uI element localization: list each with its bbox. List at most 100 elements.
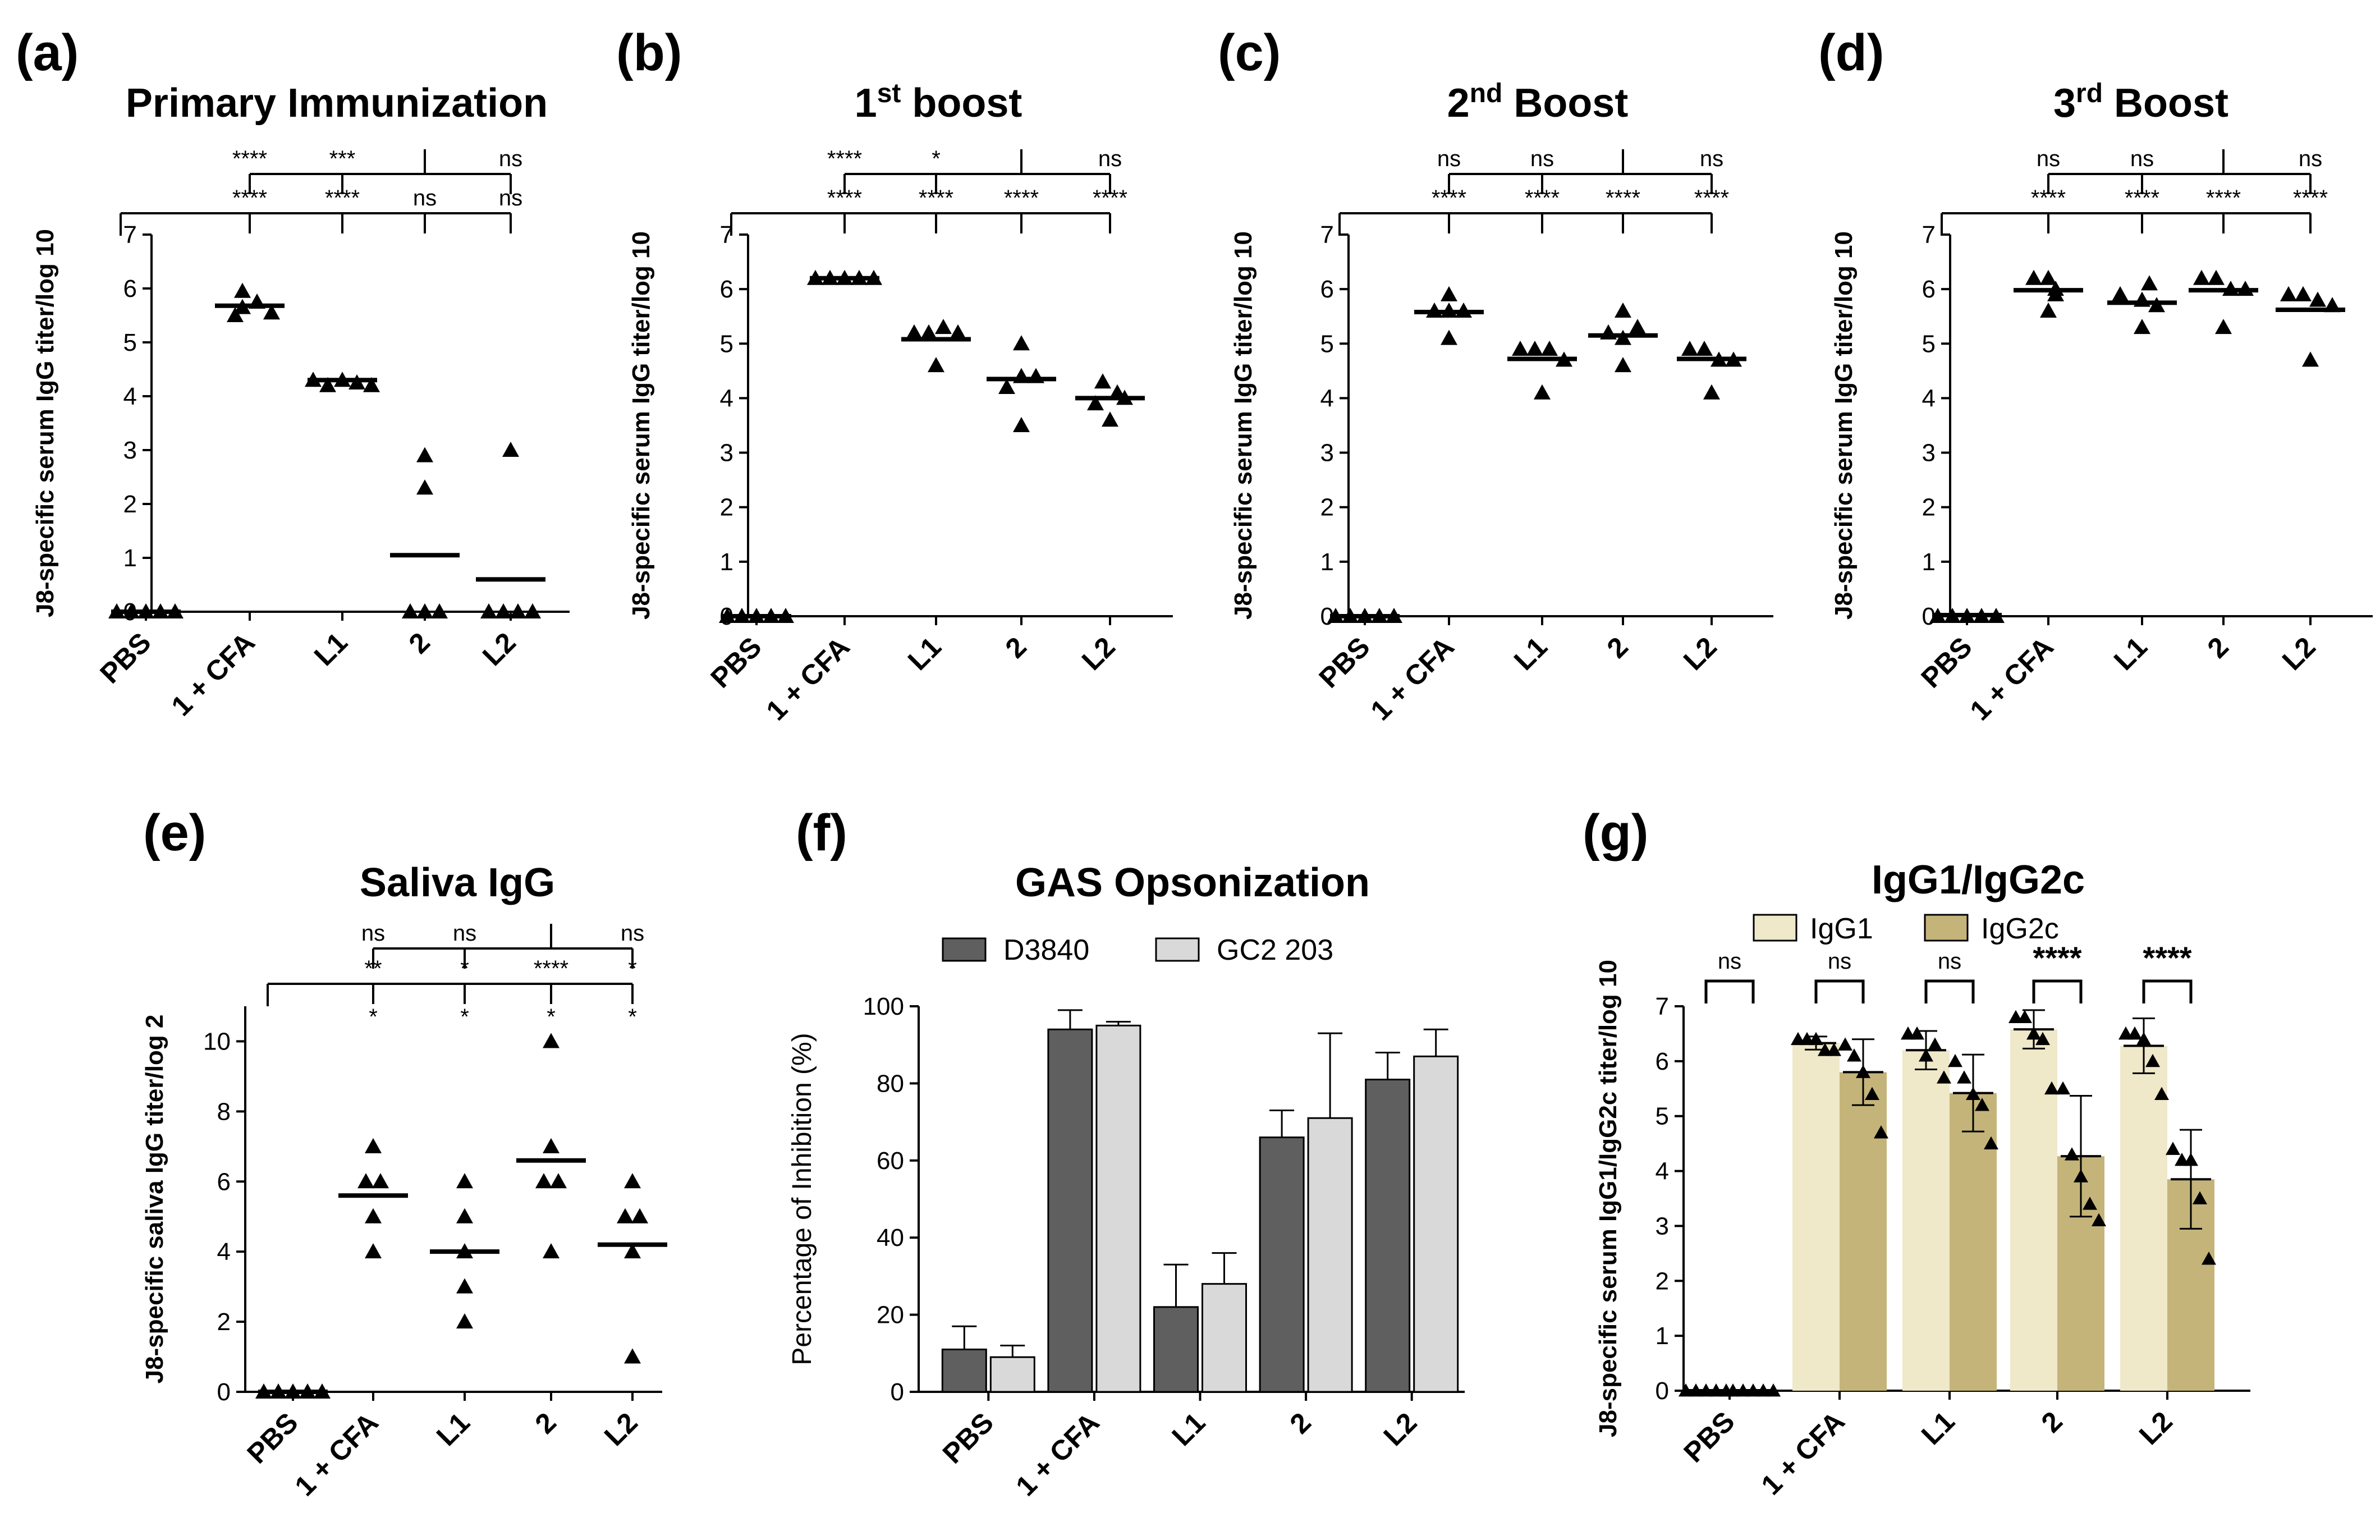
y-tick-label: 20 — [877, 1301, 904, 1329]
sig-label-top: **** — [232, 146, 267, 171]
x-tick-label: L2 — [1378, 1406, 1423, 1452]
data-point — [510, 603, 526, 618]
x-tick-label: L2 — [1677, 631, 1723, 676]
data-point — [2193, 269, 2210, 285]
data-point — [2193, 1191, 2207, 1204]
data-point — [431, 603, 448, 618]
legend-swatch — [1753, 914, 1797, 942]
data-point — [2112, 286, 2129, 301]
x-tick-label: 2 — [403, 626, 436, 659]
legend: IgG1 IgG2c — [1753, 913, 2059, 945]
data-point — [1512, 341, 1529, 356]
y-tick-label: 6 — [123, 275, 137, 302]
bar-d3840 — [941, 1348, 987, 1393]
y-tick-label: 0 — [217, 1378, 231, 1406]
sig-label-bottom: ns — [413, 186, 437, 210]
data-point — [416, 479, 433, 495]
y-tick-label: 6 — [720, 276, 733, 303]
sig-label-bottom: **** — [919, 186, 953, 210]
sig-bracket — [2142, 979, 2193, 1003]
x-tick-label: L1 — [1166, 1406, 1211, 1452]
x-tick-label: 1 + CFA — [1365, 631, 1460, 726]
sig-label-bottom: ** — [364, 956, 382, 981]
sig-label-bottom: **** — [1432, 186, 1466, 210]
y-tick-label: 7 — [123, 221, 137, 249]
panel-letter: (b) — [616, 24, 682, 81]
data-point — [2040, 269, 2057, 285]
data-point — [1615, 357, 1631, 373]
legend-label: IgG1 — [1810, 913, 1873, 945]
bar-igg1 — [1792, 1043, 1840, 1391]
sig-label-bottom: **** — [2125, 186, 2159, 210]
y-tick-label: 4 — [1320, 384, 1334, 412]
sig-label-top: **** — [827, 146, 862, 171]
data-point — [1013, 335, 1030, 351]
panel-letter: (e) — [143, 804, 206, 861]
sig-bracket — [1924, 979, 1975, 1003]
sig-label-top: ns — [1437, 146, 1461, 171]
y-tick-label: 6 — [1320, 276, 1334, 303]
y-tick-label: 1 — [1656, 1322, 1669, 1350]
x-tick-label: L2 — [476, 626, 522, 672]
data-point — [998, 379, 1015, 394]
sig-bracket — [1704, 979, 1755, 1003]
data-point — [357, 1173, 374, 1189]
data-point — [456, 1173, 473, 1189]
data-point — [1526, 341, 1543, 356]
data-point — [1928, 1037, 1942, 1051]
y-tick-label: 0 — [891, 1378, 904, 1406]
data-point — [624, 1348, 641, 1364]
data-point — [928, 357, 944, 373]
y-tick-label: 1 — [123, 544, 137, 572]
sig-label-top: ns — [2299, 146, 2322, 171]
bar-gc2-203 — [1307, 1117, 1353, 1393]
data-point — [495, 603, 512, 618]
data-point — [1975, 1098, 1989, 1111]
data-point — [617, 1208, 634, 1223]
panel-letter: (a) — [16, 24, 79, 81]
data-point — [1827, 1043, 1841, 1056]
data-point — [456, 1313, 473, 1329]
sig-label-bottom: **** — [827, 186, 862, 210]
data-point — [2208, 269, 2225, 285]
x-tick-label: 1 + CFA — [1010, 1406, 1105, 1502]
y-tick-label: 3 — [1656, 1212, 1669, 1240]
data-point — [1013, 417, 1030, 432]
panel-f: (f) GAS Opsonization 0 20 40 60 80 100 Percentag… — [787, 804, 1465, 1502]
data-point — [2295, 286, 2312, 301]
y-tick-label: 2 — [217, 1308, 231, 1336]
sig-label-bottom: * — [628, 956, 637, 981]
sig-label-bottom: **** — [1606, 186, 1640, 210]
data-point — [1441, 286, 1457, 301]
panel-letter: (c) — [1218, 24, 1281, 81]
x-tick-label: L2 — [598, 1406, 644, 1452]
data-point — [1856, 1065, 1870, 1078]
y-tick-label: 4 — [123, 383, 137, 410]
data-point — [363, 377, 380, 392]
sig-label-top: ns — [499, 146, 522, 171]
y-tick-label: 1 — [1922, 548, 1936, 576]
x-tick-label: PBS — [1677, 1405, 1740, 1468]
y-tick-label: 3 — [1320, 439, 1334, 467]
panel-b: (b)1st boost01234567J8-specific serum Ig… — [616, 24, 1173, 726]
sig-label-top: *** — [329, 146, 356, 171]
y-tick-label: 100 — [863, 993, 904, 1020]
data-point — [1957, 1070, 1971, 1084]
bar-gc2-203 — [1413, 1055, 1459, 1393]
data-point — [1966, 1087, 1980, 1100]
legend-label: D3840 — [1003, 934, 1089, 966]
data-point — [372, 1173, 389, 1189]
data-point — [2141, 275, 2158, 291]
panel-letter: (f) — [796, 804, 847, 861]
y-tick-label: 4 — [1922, 384, 1936, 412]
data-point — [2074, 1169, 2088, 1182]
panel-title: Primary Immunization — [126, 81, 548, 126]
sig-label-bottom: * — [460, 956, 469, 981]
data-point — [1874, 1125, 1888, 1139]
sig-label-vs-pbs: * — [628, 1005, 637, 1029]
data-point — [543, 1243, 560, 1259]
x-tick-label: L1 — [430, 1406, 476, 1452]
data-point — [1809, 1032, 1823, 1046]
data-point — [2302, 351, 2319, 367]
